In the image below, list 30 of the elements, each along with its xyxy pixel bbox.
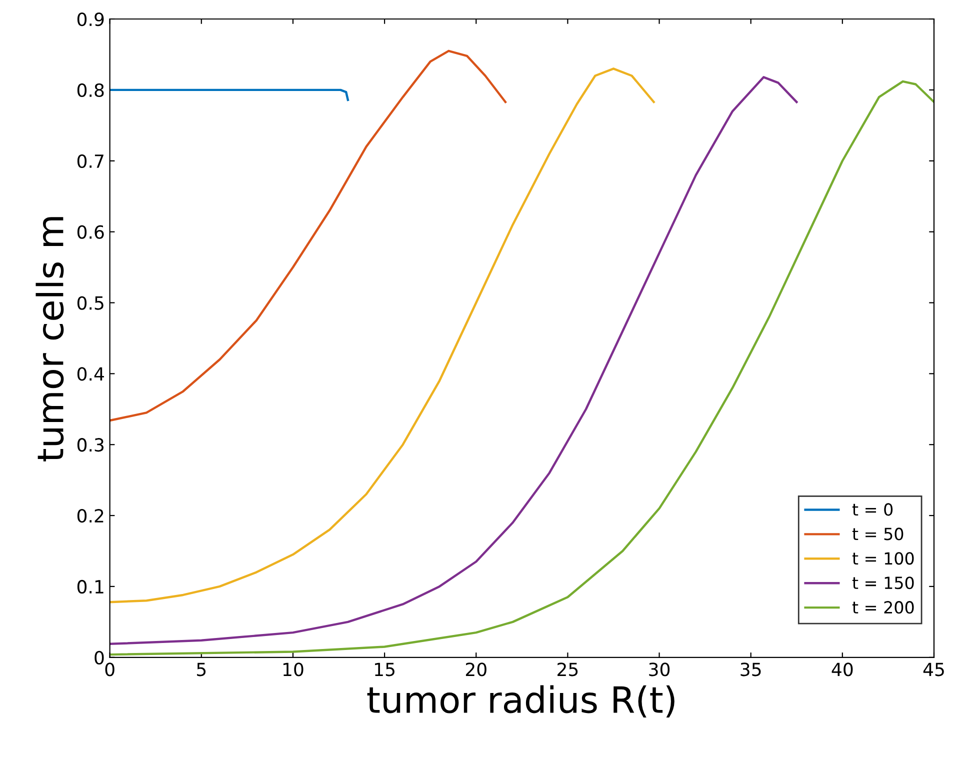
y-tick-label: 0.1	[77, 580, 104, 594]
y-tick-label: 0.6	[77, 225, 104, 239]
x-tick-label: 30	[649, 662, 670, 676]
line-series	[110, 76, 798, 646]
x-tick-label: 10	[283, 662, 304, 676]
line-series	[110, 50, 507, 422]
x-tick-label: 20	[466, 662, 486, 676]
y-tick-label: 0.5	[77, 296, 104, 310]
y-tick-label: 0.3	[77, 438, 104, 452]
y-tick-label: 0.7	[77, 154, 104, 168]
y-tick-label: 0.9	[77, 12, 104, 26]
y-tick-label: 0.8	[77, 83, 104, 98]
x-tick-label: 25	[558, 662, 578, 676]
x-tick-label: 35	[740, 662, 761, 676]
x-tick-label: 45	[923, 662, 944, 676]
y-axis-title: tumor cells m	[36, 217, 64, 462]
x-tick-label: 40	[832, 662, 853, 676]
legend-label: t = 50	[852, 528, 904, 540]
x-axis-title: tumor radius R(t)	[367, 685, 674, 718]
y-tick-label: 0.2	[77, 508, 104, 523]
legend-label: t = 100	[852, 552, 914, 565]
legend-label: t = 150	[852, 576, 914, 590]
legend-label: t = 0	[852, 503, 893, 516]
line-series	[110, 68, 655, 604]
y-tick-label: 0.4	[77, 367, 104, 381]
legend-label: t = 200	[852, 601, 914, 614]
x-tick-label: 15	[375, 662, 394, 676]
x-tick-label: 0	[105, 662, 114, 676]
y-tick-label: 0	[94, 650, 104, 665]
x-tick-label: 5	[197, 662, 206, 676]
